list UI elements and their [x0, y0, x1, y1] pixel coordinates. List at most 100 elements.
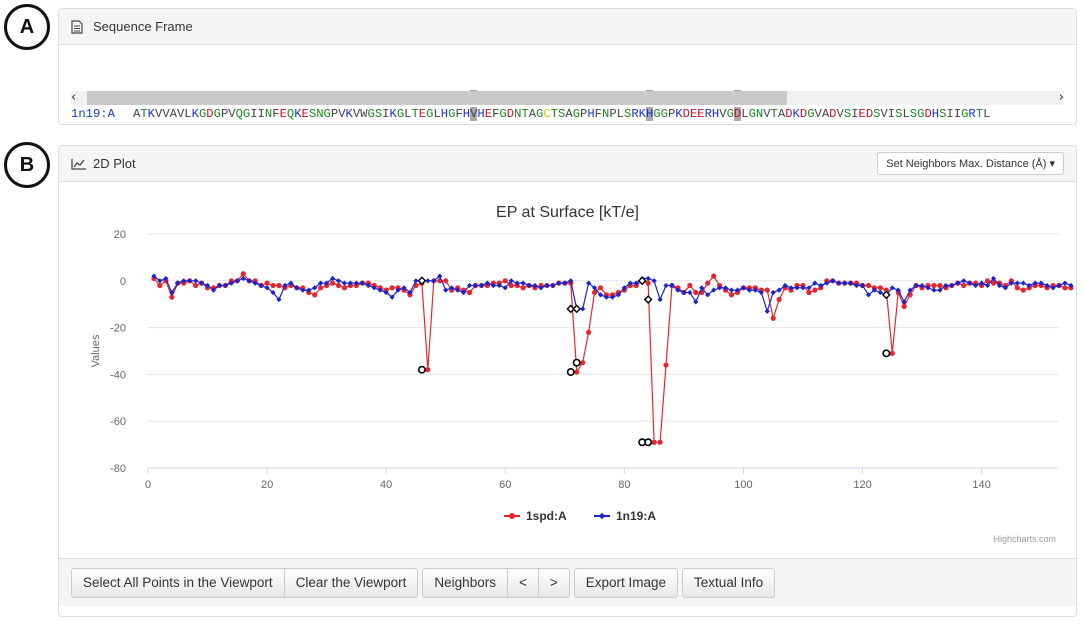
series-point: [925, 285, 931, 291]
series-point: [431, 278, 437, 284]
series-point: [276, 296, 282, 303]
legend-label: 1spd:A: [526, 509, 567, 523]
sequence-frame-title: Sequence Frame: [93, 19, 193, 34]
next-button[interactable]: >: [538, 567, 570, 598]
x-tick-label: 80: [618, 479, 630, 491]
series-point: [586, 329, 592, 335]
series-point: [371, 285, 377, 291]
highcharts-credit: Highcharts.com: [993, 534, 1056, 544]
series-point: [770, 315, 776, 321]
plot-panel: 2D Plot Set Neighbors Max. Distance (Å) …: [58, 145, 1077, 617]
series-point: [508, 282, 514, 289]
series-point: [776, 296, 782, 303]
selected-point: [572, 304, 582, 314]
selected-point: [643, 295, 653, 304]
series-point: [687, 282, 693, 289]
textual-info-button[interactable]: Textual Info: [682, 567, 776, 598]
scroll-left-arrow-icon[interactable]: ‹: [71, 90, 77, 105]
line-chart-icon: [71, 157, 87, 171]
scrollbar-thumb[interactable]: [87, 91, 787, 105]
prev-button[interactable]: <: [507, 567, 539, 598]
series-point: [889, 285, 895, 291]
series-point: [514, 280, 520, 286]
series-point: [341, 280, 348, 286]
series-point: [520, 285, 526, 291]
series-point: [383, 289, 389, 296]
x-tick-label: 140: [972, 479, 990, 491]
label-a-badge: A: [4, 4, 50, 50]
series-point: [276, 282, 282, 289]
export-image-button[interactable]: Export Image: [573, 567, 679, 598]
series-point: [651, 278, 657, 284]
series-point: [407, 289, 413, 296]
series-point: [931, 287, 937, 293]
y-tick-label: 20: [114, 229, 126, 241]
series-point: [443, 287, 449, 293]
series-point: [502, 278, 508, 284]
caret-down-icon: ▾: [1049, 158, 1055, 170]
series-point: [877, 289, 883, 296]
series-point: [687, 289, 693, 296]
series-point: [806, 289, 812, 296]
series-point: [758, 289, 764, 296]
legend-marker: [509, 513, 515, 519]
series-point: [264, 280, 270, 286]
series-point: [770, 289, 776, 296]
series-point: [425, 278, 431, 284]
series-point: [806, 285, 812, 291]
series-point: [591, 285, 598, 291]
series-point: [532, 282, 538, 289]
series-point: [1002, 285, 1009, 291]
sequence-residues[interactable]: ATKVVAVLKGDGPVQGIINFEQKESNGPVKVWGSIKGLTE…: [133, 107, 991, 121]
plot-toolbar: Select All Points in the Viewport Clear …: [59, 558, 1076, 606]
neighbors-distance-dropdown[interactable]: Set Neighbors Max. Distance (Å) ▾: [877, 152, 1064, 175]
series-point: [329, 275, 336, 282]
clear-viewport-button[interactable]: Clear the Viewport: [284, 567, 419, 598]
x-tick-label: 120: [853, 479, 871, 491]
series-point: [484, 280, 490, 286]
select-all-points-button[interactable]: Select All Points in the Viewport: [71, 567, 285, 598]
series-point: [460, 289, 467, 296]
series-point: [169, 294, 175, 300]
series-point: [883, 287, 889, 293]
series-point: [812, 287, 818, 293]
document-icon: [71, 19, 87, 34]
series-point: [717, 285, 723, 291]
x-tick-label: 20: [261, 479, 273, 491]
sequence-alignment[interactable]: 1spd:AATKAVCVLKGDGPVQGIINFEQKESNGPVKVWGS…: [59, 45, 1076, 121]
series-point: [270, 289, 276, 296]
sequence-row: 1n19:AATKVVAVLKGDGPVQGIINFEQKESNGPVKVWGS…: [71, 106, 1076, 123]
series-point: [591, 289, 598, 296]
series-point: [318, 285, 324, 291]
selected-point: [637, 276, 647, 286]
series-point: [193, 282, 199, 289]
series-point: [865, 282, 872, 289]
series-point: [359, 280, 365, 286]
scroll-right-arrow-icon[interactable]: ›: [1058, 90, 1064, 105]
series-point: [389, 294, 395, 300]
y-tick-label: -60: [110, 416, 126, 428]
series-point: [984, 278, 991, 284]
series-point: [562, 280, 568, 286]
series-point: [425, 367, 431, 373]
neighbors-button[interactable]: Neighbors: [422, 567, 508, 598]
selected-point: [417, 276, 427, 286]
series-point: [645, 280, 651, 286]
x-tick-label: 0: [145, 479, 151, 491]
selected-point: [572, 358, 581, 367]
series-point: [466, 289, 473, 296]
series-point: [329, 280, 336, 286]
plot-title: 2D Plot: [93, 156, 136, 171]
y-tick-label: -80: [110, 463, 126, 475]
series-point: [574, 369, 580, 375]
y-tick-label: -40: [110, 369, 126, 381]
series-point: [520, 280, 526, 286]
ep-surface-chart[interactable]: EP at Surface [kT/e] 20 0 -20 -40 -60 -80 0 20 40…: [59, 182, 1076, 558]
sequence-scrollbar[interactable]: ‹ ›: [71, 90, 1064, 105]
y-tick-label: -20: [110, 323, 126, 335]
series-point: [1062, 280, 1068, 286]
series-point: [1014, 285, 1020, 291]
series-point: [990, 280, 997, 286]
chart-area[interactable]: EP at Surface [kT/e] 20 0 -20 -40 -60 -80 0 20 40…: [59, 182, 1076, 558]
selected-point: [566, 368, 575, 377]
